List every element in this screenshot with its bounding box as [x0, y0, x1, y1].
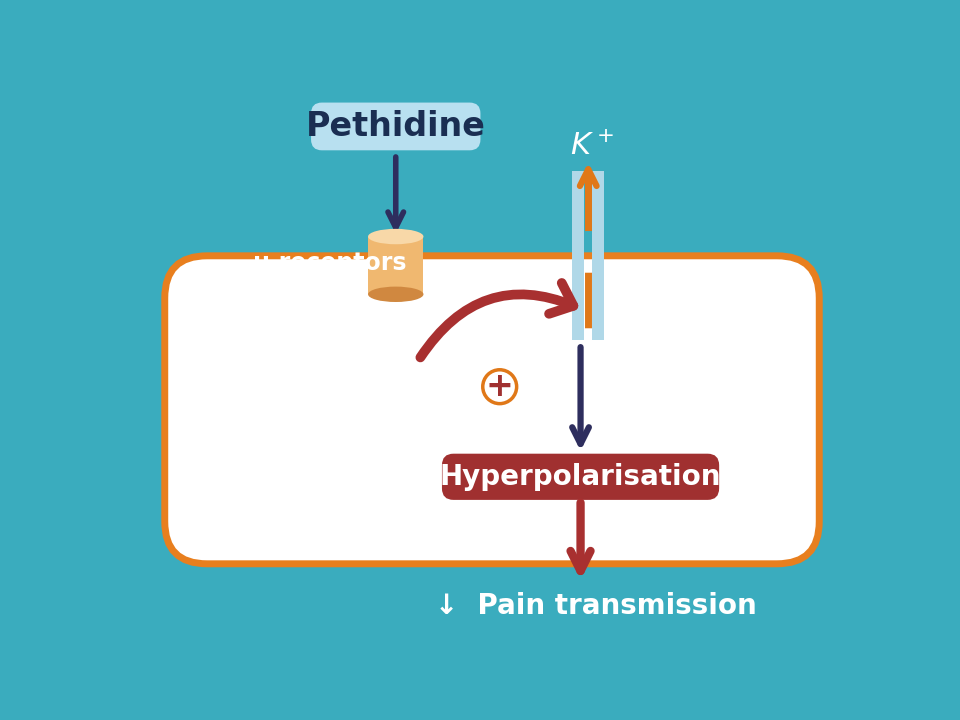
Text: ↓  Pain transmission: ↓ Pain transmission [435, 592, 756, 620]
FancyArrowPatch shape [420, 283, 573, 357]
Bar [368, 237, 423, 294]
Bar [572, 171, 585, 341]
Bar [592, 171, 605, 341]
FancyBboxPatch shape [311, 102, 480, 150]
Ellipse shape [368, 287, 423, 302]
Text: $\mathit{K}^+$: $\mathit{K}^+$ [570, 132, 614, 161]
Circle shape [483, 370, 516, 404]
Text: Hyperpolarisation: Hyperpolarisation [440, 463, 721, 491]
Text: μ receptors: μ receptors [253, 251, 407, 276]
Ellipse shape [368, 229, 423, 244]
FancyBboxPatch shape [165, 256, 819, 564]
Text: Pethidine: Pethidine [306, 110, 486, 143]
FancyBboxPatch shape [442, 454, 719, 500]
Text: +: + [486, 370, 514, 403]
